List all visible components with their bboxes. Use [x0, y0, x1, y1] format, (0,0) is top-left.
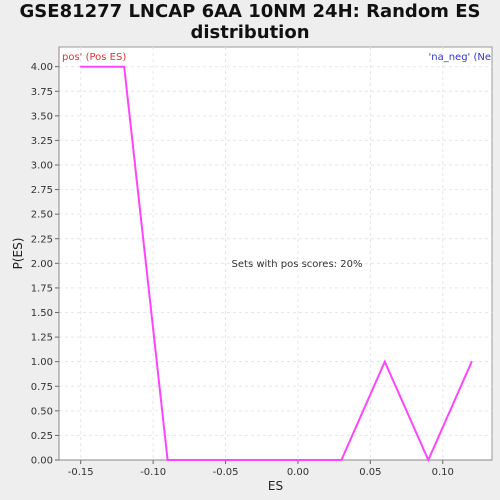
y-tick-label: 1.25	[31, 333, 53, 344]
y-tick-label: 4.00	[31, 62, 53, 73]
data-point	[341, 459, 343, 461]
x-tick-label: 0.10	[432, 467, 454, 478]
x-tick-label: -0.05	[213, 467, 239, 478]
pos-es-label: pos' (Pos ES)	[62, 52, 126, 63]
y-tick-label: 0.50	[31, 406, 53, 417]
y-tick-label: 2.75	[31, 185, 53, 196]
y-tick-label: 0.75	[31, 382, 53, 393]
pos-score-annotation: Sets with pos scores: 20%	[232, 259, 363, 270]
y-tick-label: 3.75	[31, 87, 53, 98]
x-tick-label: -0.10	[140, 467, 166, 478]
y-tick-label: 1.75	[31, 283, 53, 294]
data-point	[123, 66, 125, 68]
x-tick-label: 0.05	[359, 467, 381, 478]
y-tick-label: 1.50	[31, 308, 53, 319]
data-point	[427, 459, 429, 461]
y-tick-label: 3.00	[31, 161, 53, 172]
y-tick-label: 0.25	[31, 431, 53, 442]
y-tick-label: 0.00	[31, 456, 53, 467]
data-point	[384, 361, 386, 363]
y-tick-label: 2.50	[31, 210, 53, 221]
x-tick-label: 0.00	[287, 467, 309, 478]
x-axis-label: ES	[268, 479, 283, 493]
y-axis-label: P(ES)	[11, 238, 25, 270]
neg-es-label: 'na_neg' (Ne	[428, 52, 491, 63]
x-tick-label: -0.15	[68, 467, 94, 478]
data-point	[80, 66, 82, 68]
y-tick-label: 1.00	[31, 357, 53, 368]
y-tick-label: 3.25	[31, 136, 53, 147]
y-tick-label: 2.25	[31, 234, 53, 245]
data-point	[167, 459, 169, 461]
y-tick-label: 3.50	[31, 111, 53, 122]
y-tick-label: 2.00	[31, 259, 53, 270]
data-point	[471, 361, 473, 363]
plot-area	[59, 47, 492, 460]
